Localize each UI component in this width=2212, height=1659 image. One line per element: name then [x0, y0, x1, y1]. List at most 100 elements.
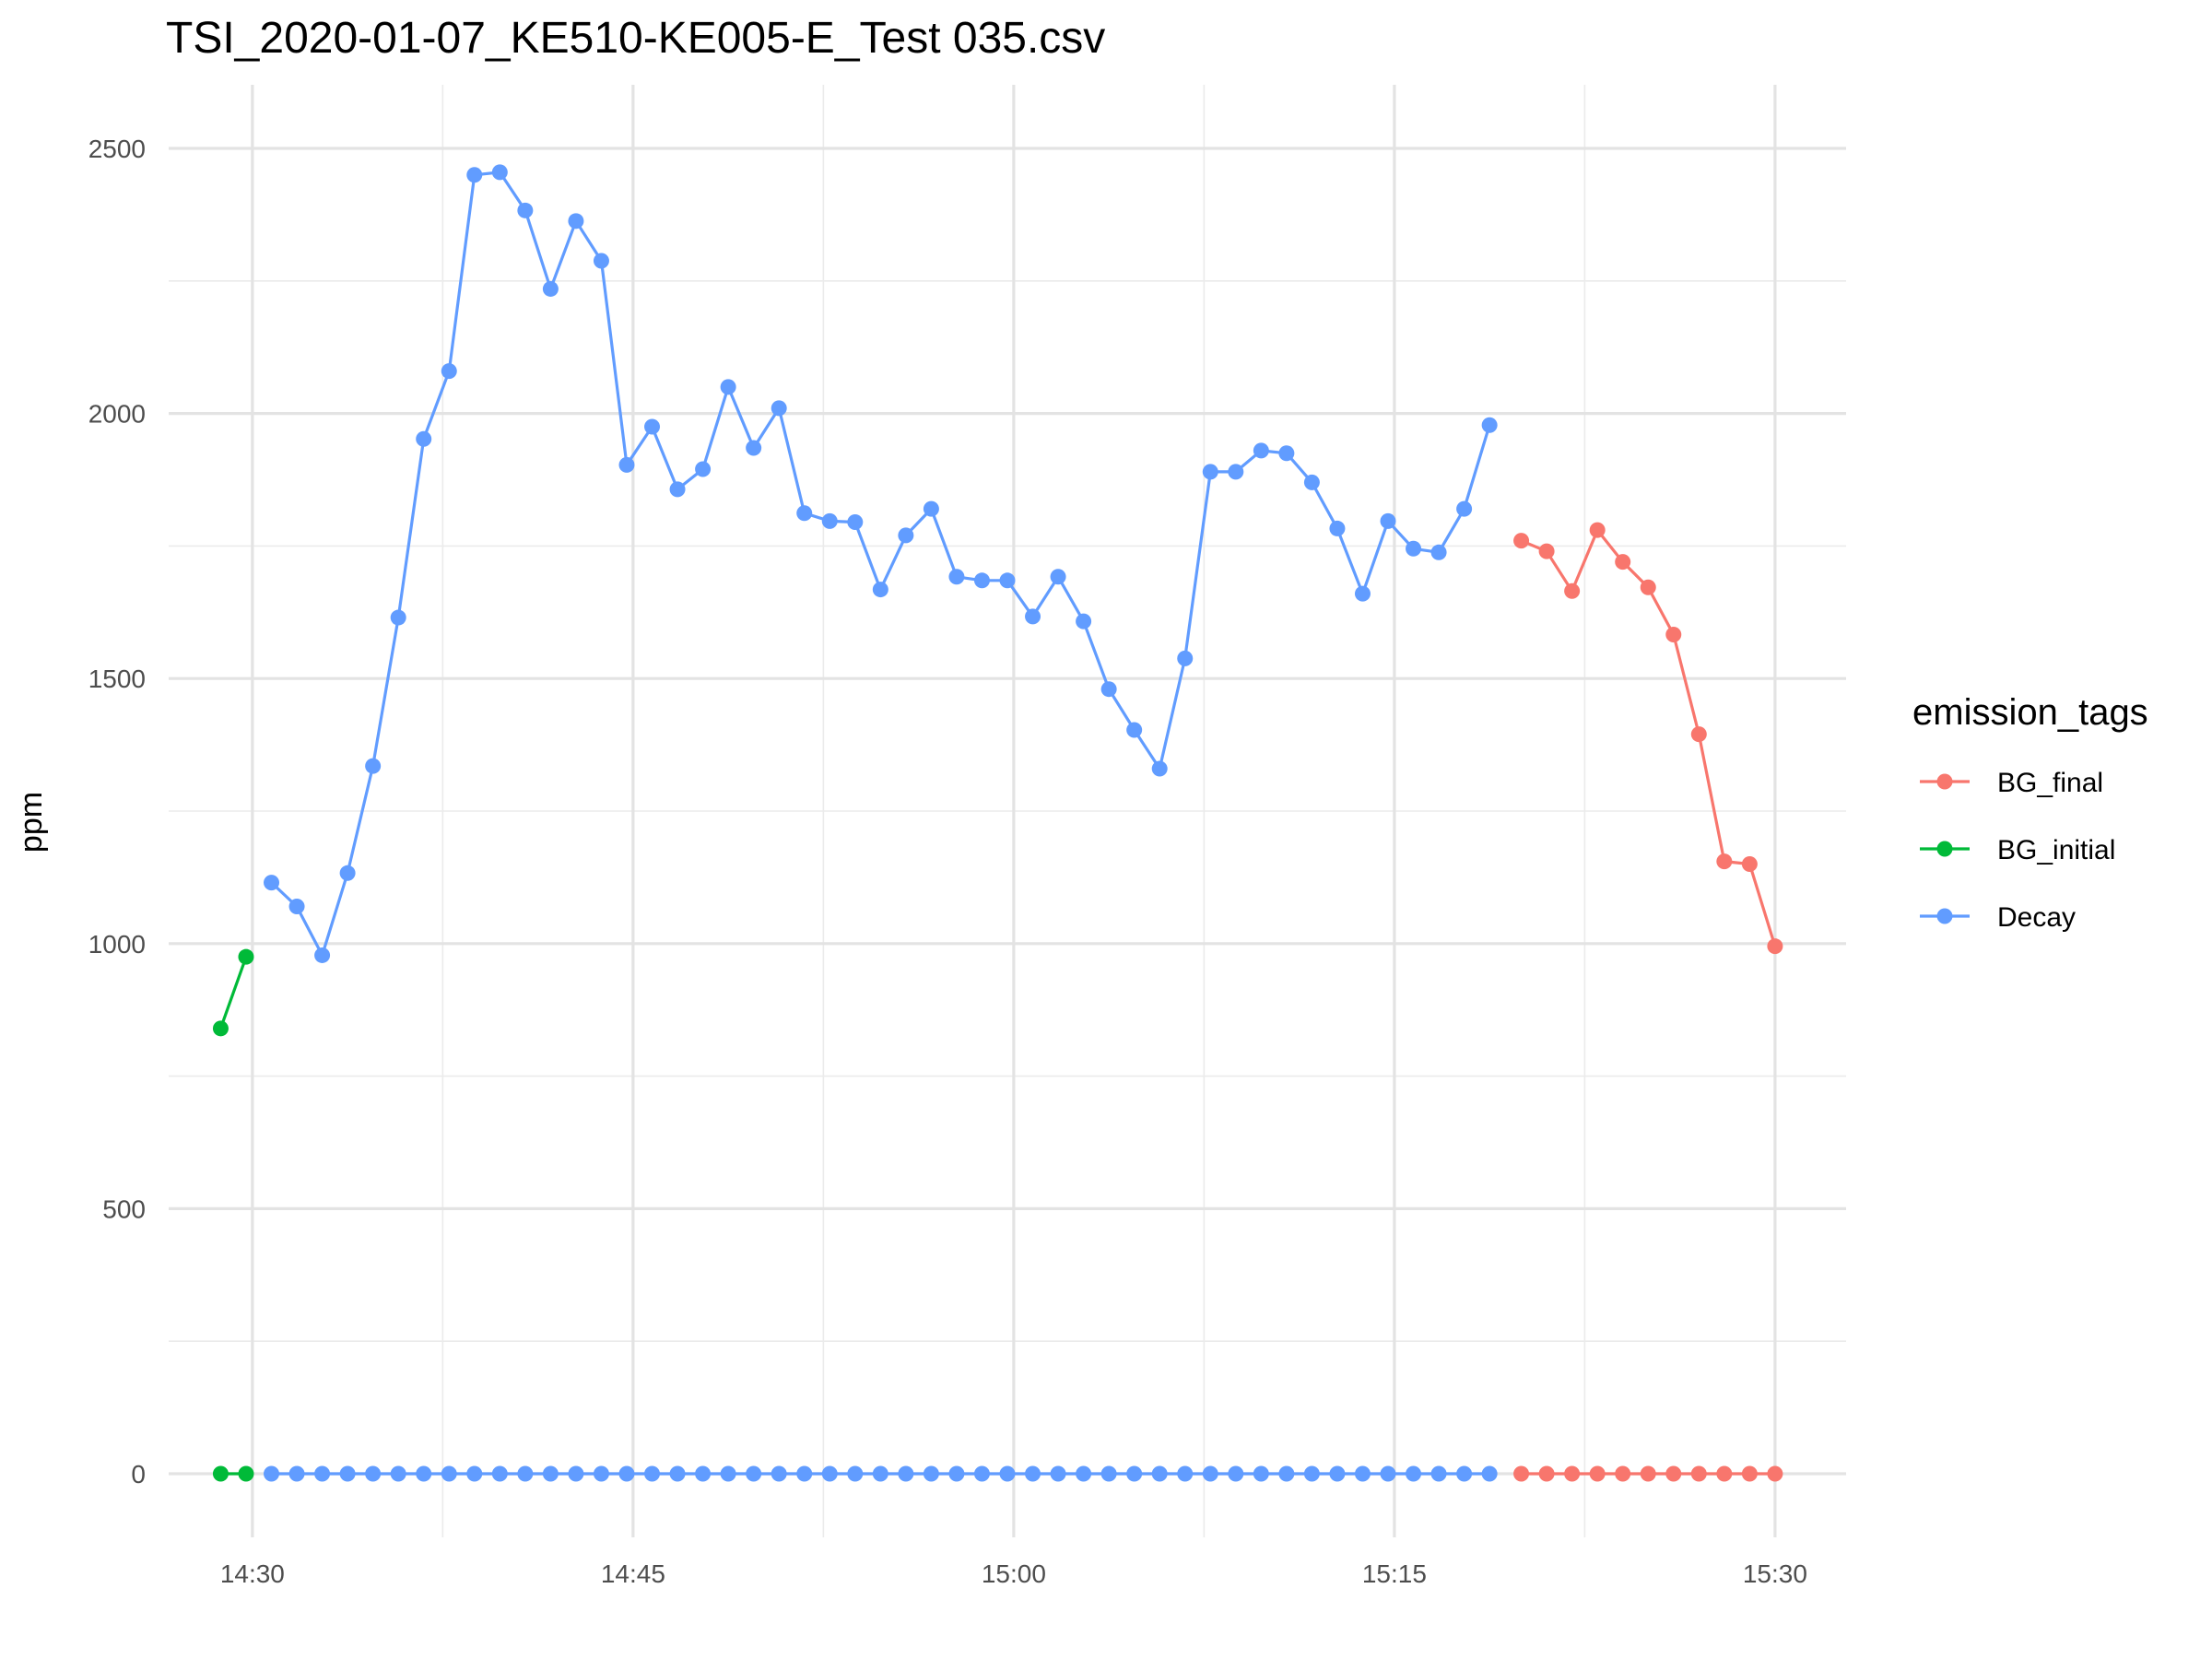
- data-point-decay-baseline: [872, 1465, 888, 1482]
- data-point-decay: [339, 865, 356, 881]
- data-point-decay-baseline: [1456, 1465, 1473, 1482]
- data-point-bg-final: [1538, 543, 1555, 559]
- data-point-decay: [898, 527, 914, 544]
- data-point-decay: [720, 379, 736, 395]
- x-tick-label: 15:30: [1743, 1559, 1807, 1588]
- data-point-decay-baseline: [973, 1465, 990, 1482]
- series-points: [212, 164, 1783, 1482]
- y-tick-label: 500: [102, 1194, 146, 1223]
- x-tick-label: 15:00: [982, 1559, 1046, 1588]
- data-point-decay: [441, 363, 457, 380]
- data-point-decay-baseline: [1050, 1465, 1066, 1482]
- data-point-bg-initial: [212, 1020, 229, 1037]
- data-point-decay: [872, 582, 888, 598]
- data-point-decay: [390, 609, 406, 626]
- data-point-decay: [314, 947, 331, 963]
- data-point-decay: [1076, 613, 1092, 629]
- data-point-decay: [264, 875, 280, 891]
- series-line-bg-initial: [218, 956, 248, 1030]
- y-tick-label: 1000: [88, 930, 146, 959]
- data-point-decay-baseline: [568, 1465, 584, 1482]
- data-point-decay-baseline: [1253, 1465, 1269, 1482]
- data-point-decay-baseline: [695, 1465, 712, 1482]
- data-point-decay-baseline: [771, 1465, 787, 1482]
- data-point-decay-baseline: [923, 1465, 939, 1482]
- data-point-decay-baseline: [999, 1465, 1016, 1482]
- data-point-decay-baseline: [264, 1465, 280, 1482]
- data-point-decay-baseline: [314, 1465, 331, 1482]
- data-point-bg-final-baseline: [1589, 1465, 1606, 1482]
- data-point-bg-final-baseline: [1690, 1465, 1707, 1482]
- x-tick-label: 15:15: [1362, 1559, 1427, 1588]
- data-point-decay: [999, 572, 1016, 589]
- data-point-bg-final-baseline: [1513, 1465, 1530, 1482]
- data-point-decay-baseline: [466, 1465, 483, 1482]
- y-tick-label: 1500: [88, 665, 146, 693]
- y-tick-label: 0: [131, 1460, 146, 1488]
- data-point-decay-baseline: [593, 1465, 609, 1482]
- data-point-decay: [365, 758, 382, 774]
- data-point-decay-baseline: [1278, 1465, 1295, 1482]
- data-point-decay-baseline: [796, 1465, 813, 1482]
- data-point-decay-baseline: [746, 1465, 762, 1482]
- data-point-decay: [669, 481, 686, 498]
- data-point-bg-final-baseline: [1564, 1465, 1581, 1482]
- data-point-decay-baseline: [390, 1465, 406, 1482]
- data-point-decay-baseline: [1329, 1465, 1346, 1482]
- data-point-decay: [1481, 417, 1498, 433]
- data-point-bg-final: [1564, 582, 1581, 599]
- data-point-decay: [517, 202, 534, 218]
- y-axis-title: ppm: [14, 792, 49, 853]
- data-point-decay-baseline: [1406, 1465, 1422, 1482]
- data-point-decay-baseline: [517, 1465, 534, 1482]
- data-point-decay-baseline: [1100, 1465, 1117, 1482]
- data-point-bg-final-baseline: [1716, 1465, 1733, 1482]
- legend-title: emission_tags: [1912, 692, 2148, 733]
- data-point-bg-final: [1640, 579, 1656, 595]
- data-point-decay: [1354, 585, 1371, 602]
- data-point-decay-baseline: [1354, 1465, 1371, 1482]
- data-point-bg-final-baseline: [1665, 1465, 1682, 1482]
- data-point-decay: [973, 572, 990, 589]
- data-point-bg-final-baseline: [1741, 1465, 1758, 1482]
- y-tick-label: 2500: [88, 135, 146, 163]
- data-point-bg-final: [1741, 856, 1758, 873]
- chart-title: TSI_2020-01-07_KE510-KE005-E_Test 035.cs…: [166, 14, 1106, 63]
- legend-key-point-decay: [1936, 908, 1953, 924]
- data-point-bg-final: [1767, 938, 1783, 955]
- data-point-decay: [1100, 681, 1117, 698]
- data-point-decay: [821, 512, 838, 529]
- data-point-decay-baseline: [821, 1465, 838, 1482]
- data-point-decay: [466, 167, 483, 183]
- y-axis-tick-labels: 0 500 1000 1500 2000 2500: [88, 135, 146, 1488]
- data-point-decay: [746, 440, 762, 456]
- x-tick-label: 14:30: [220, 1559, 285, 1588]
- data-point-decay: [1380, 512, 1396, 529]
- data-point-decay: [1126, 722, 1143, 738]
- data-point-decay-baseline: [288, 1465, 305, 1482]
- data-point-decay: [568, 213, 584, 229]
- data-point-decay: [593, 253, 609, 269]
- data-point-bg-final: [1716, 853, 1733, 870]
- data-point-decay: [416, 430, 432, 447]
- legend-items: BG_final BG_initial Decay: [1920, 768, 2115, 933]
- data-point-decay: [923, 500, 939, 517]
- data-point-bg-initial-baseline: [238, 1465, 254, 1482]
- data-point-decay-baseline: [1303, 1465, 1320, 1482]
- legend: emission_tags BG_final BG_initial Decay: [1912, 692, 2148, 933]
- data-point-decay: [771, 400, 787, 417]
- data-point-bg-initial: [238, 948, 254, 965]
- legend-label-decay: Decay: [1997, 902, 2076, 933]
- data-point-decay-baseline: [898, 1465, 914, 1482]
- data-point-decay-baseline: [1481, 1465, 1498, 1482]
- data-point-decay: [1177, 650, 1194, 666]
- data-point-bg-final: [1513, 533, 1530, 549]
- legend-label-bg-initial: BG_initial: [1997, 835, 2115, 865]
- data-point-bg-final-baseline: [1538, 1465, 1555, 1482]
- data-point-decay-baseline: [416, 1465, 432, 1482]
- data-point-decay: [948, 569, 965, 585]
- data-point-decay: [796, 505, 813, 522]
- data-point-decay: [1025, 608, 1041, 625]
- data-point-decay: [288, 899, 305, 915]
- legend-key-point-bg-final: [1936, 773, 1953, 790]
